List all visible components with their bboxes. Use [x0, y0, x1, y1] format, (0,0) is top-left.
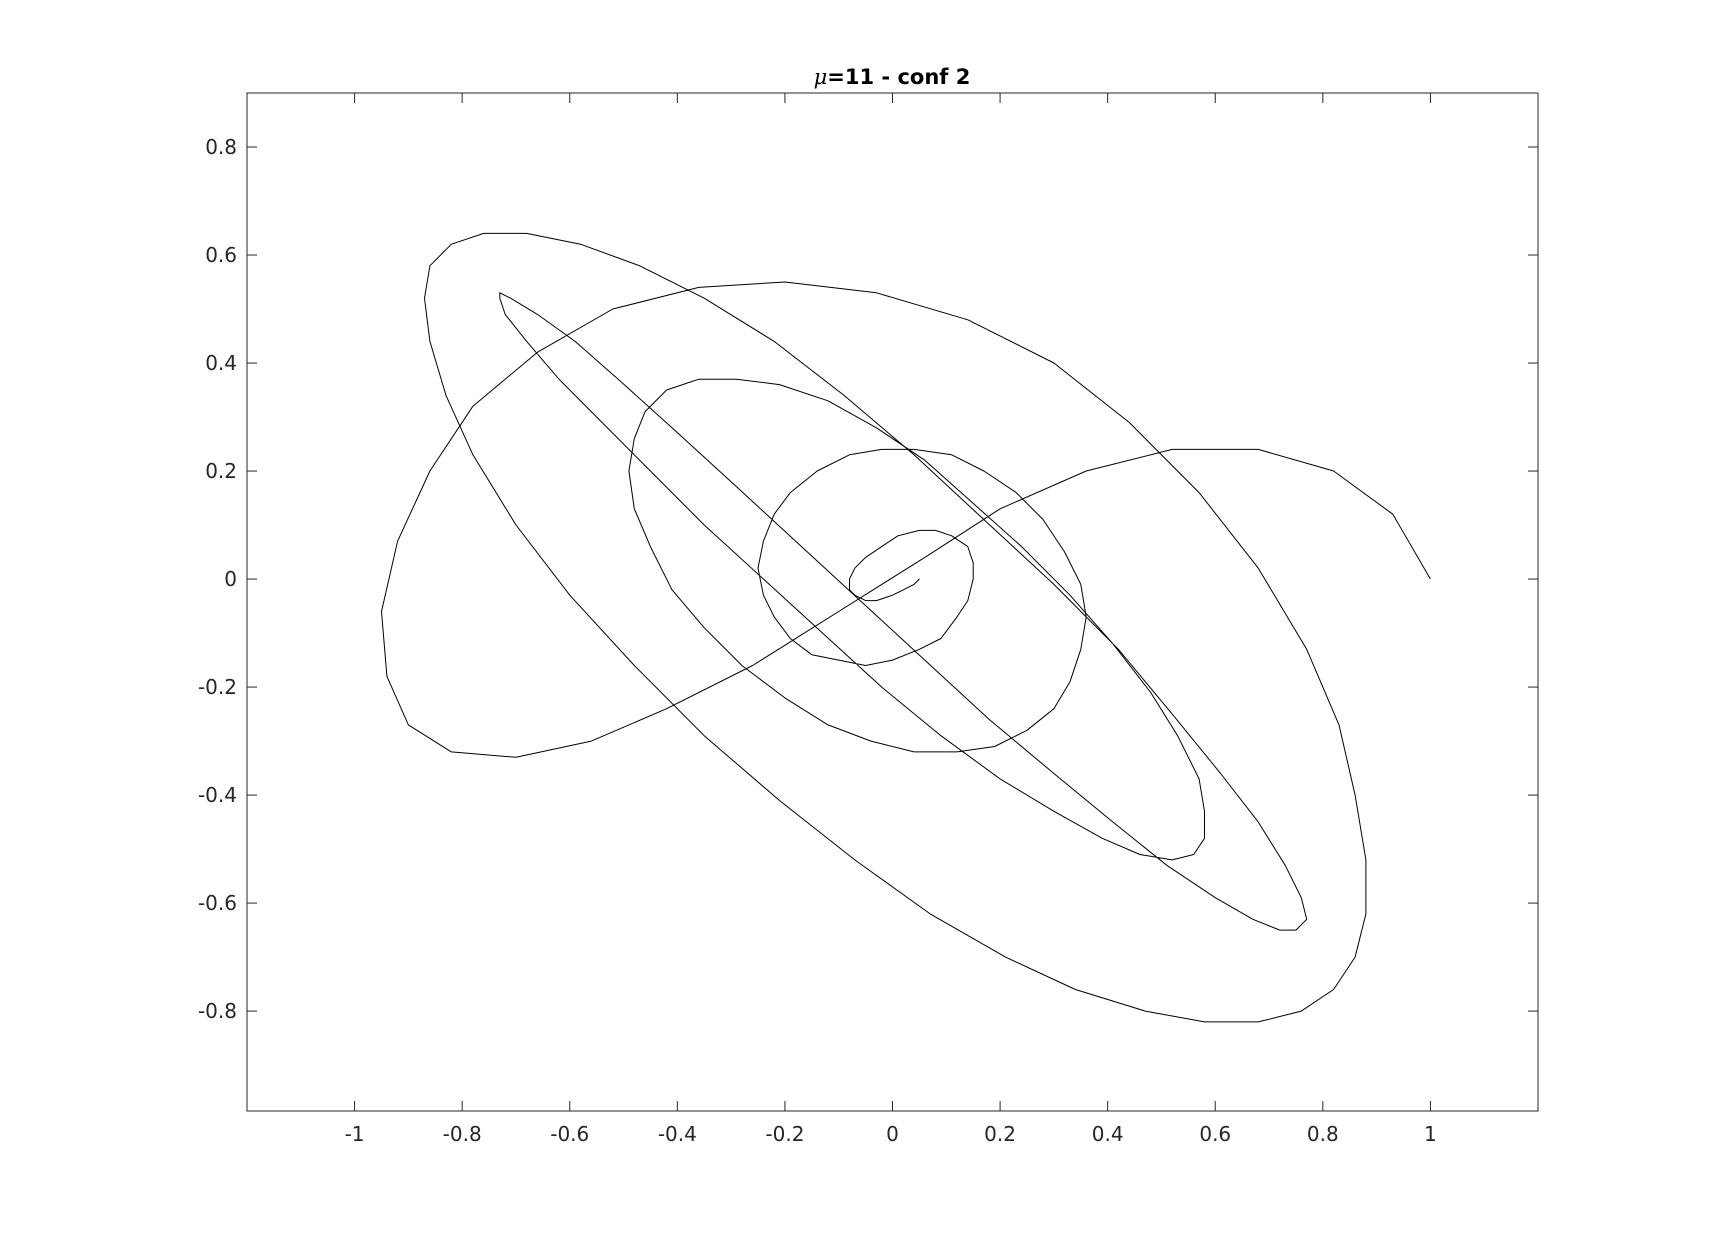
x-tick-label-1: -0.8: [443, 1122, 482, 1146]
y-tick-label-5: -0.2: [198, 675, 237, 699]
x-tick-label-0: -1: [345, 1122, 365, 1146]
x-tick-label-7: 0.4: [1092, 1122, 1124, 1146]
y-tick-label-7: -0.6: [198, 891, 237, 915]
trajectory-layer: [381, 232, 1431, 1023]
plot-area: [246, 92, 1539, 1112]
trajectory-line-0: [381, 232, 1431, 1023]
chart-title: μ=11 - conf 2: [814, 65, 971, 89]
x-tick-label-5: 0: [886, 1122, 899, 1146]
y-tick-label-6: -0.4: [198, 783, 237, 807]
x-tick-label-9: 0.8: [1307, 1122, 1339, 1146]
y-tick-label-1: 0.6: [205, 243, 237, 267]
axis-ticks: -1 -0.8 -0.6 -0.4 -0.2 0 0.2 0.4 0.6 0.8 1 0.8 0.6 0.…: [198, 93, 1538, 1146]
x-tick-label-3: -0.4: [658, 1122, 697, 1146]
x-tick-label-10: 1: [1424, 1122, 1437, 1146]
y-tick-label-3: 0.2: [205, 459, 237, 483]
chart-title-symbol: μ: [814, 65, 828, 89]
y-tick-label-2: 0.4: [205, 351, 237, 375]
y-tick-label-8: -0.8: [198, 999, 237, 1023]
y-tick-label-0: 0.8: [205, 135, 237, 159]
x-tick-label-6: 0.2: [984, 1122, 1016, 1146]
x-tick-label-4: -0.2: [765, 1122, 804, 1146]
chart-title-rest: =11 - conf 2: [827, 65, 970, 89]
x-tick-label-2: -0.6: [550, 1122, 589, 1146]
y-tick-label-4: 0: [224, 567, 237, 591]
x-tick-label-8: 0.6: [1199, 1122, 1231, 1146]
